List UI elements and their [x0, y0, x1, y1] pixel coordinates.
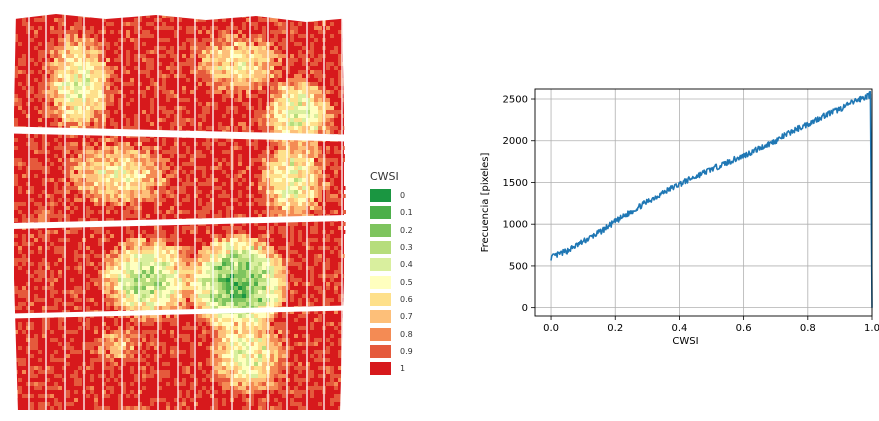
legend-items: 0 0.1 0.2 0.3 0.4 0.5 0.6 0.7 0.8 0.9 1: [368, 187, 428, 377]
y-axis-label: Frecuencia [pixeles]: [480, 152, 491, 252]
legend-label: 1: [400, 364, 406, 374]
legend-item: 0.5: [368, 273, 428, 290]
x-tick-label: 0.4: [671, 323, 687, 334]
y-tick-label: 2000: [503, 136, 528, 147]
legend-swatch: [370, 223, 391, 237]
legend-item: 0.2: [368, 222, 428, 239]
y-tick-label: 0: [522, 303, 528, 314]
legend-label: 0.6: [400, 294, 413, 304]
legend-item: 0.1: [368, 204, 428, 221]
y-tick-label: 1000: [503, 220, 528, 231]
legend-label: 0.4: [400, 260, 413, 270]
legend-swatch: [370, 206, 391, 220]
x-axis-label: CWSI: [672, 336, 698, 347]
legend-swatch: [370, 258, 391, 272]
cwsi-map: [6, 12, 351, 412]
histogram-svg: 0.0 0.2 0.4 0.6 0.8 1.0 0 500 1000 1500 2000 2500 CW…: [480, 88, 879, 347]
legend-swatch: [370, 344, 391, 358]
series-line: [550, 90, 873, 308]
cwsi-legend: CWSI 0 0.1 0.2 0.3 0.4 0.5 0.6 0.7 0.8 0.9 1: [368, 170, 428, 377]
legend-item: 1: [368, 360, 428, 377]
legend-swatch: [370, 275, 391, 289]
x-tick-label: 0.8: [800, 323, 816, 334]
legend-swatch: [370, 310, 391, 324]
legend-item: 0.8: [368, 325, 428, 342]
legend-item: 0: [368, 187, 428, 204]
legend-item: 0.3: [368, 239, 428, 256]
y-tick-label: 500: [509, 261, 528, 272]
legend-item: 0.9: [368, 343, 428, 360]
x-tick-label: 1.0: [864, 323, 879, 334]
cwsi-map-image: [6, 12, 351, 412]
y-tick-label: 1500: [503, 178, 528, 189]
legend-label: 0.9: [400, 346, 413, 356]
legend-swatch: [370, 189, 391, 203]
legend-swatch: [370, 241, 391, 255]
x-tick-label: 0.6: [736, 323, 752, 334]
plot-frame: [534, 88, 873, 317]
legend-swatch: [370, 292, 391, 306]
legend-label: 0.7: [400, 312, 413, 322]
x-tick-label: 0.2: [607, 323, 623, 334]
legend-label: 0.5: [400, 277, 413, 287]
legend-item: 0.7: [368, 308, 428, 325]
legend-title: CWSI: [370, 170, 399, 183]
legend-label: 0.8: [400, 329, 413, 339]
legend-swatch: [370, 327, 391, 341]
legend-item: 0.6: [368, 291, 428, 308]
x-tick-label: 0.0: [543, 323, 559, 334]
legend-label: 0.1: [400, 208, 413, 218]
legend-item: 0.4: [368, 256, 428, 273]
legend-label: 0: [400, 191, 406, 201]
legend-label: 0.3: [400, 243, 413, 253]
histogram-chart: 0.0 0.2 0.4 0.6 0.8 1.0 0 500 1000 1500 2000 2500 CW…: [470, 80, 879, 360]
y-tick-label: 2500: [503, 95, 528, 106]
legend-label: 0.2: [400, 225, 413, 235]
legend-swatch: [370, 362, 391, 376]
